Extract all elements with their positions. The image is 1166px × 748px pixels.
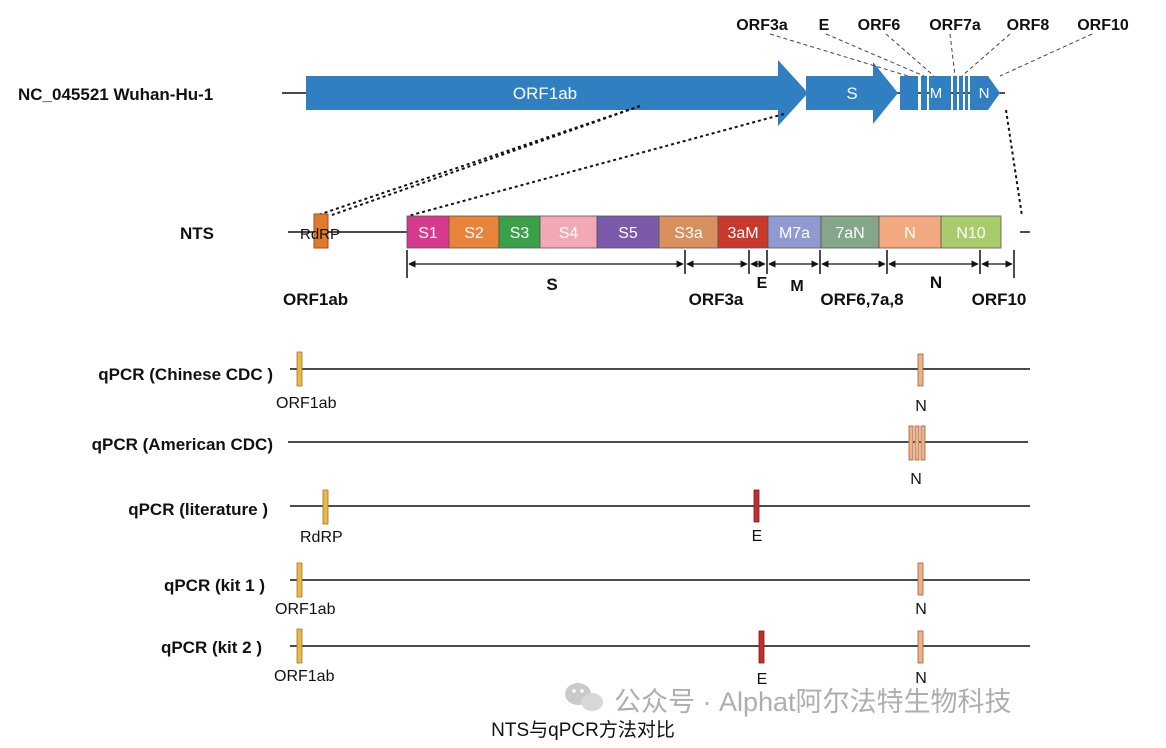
qpcr-label-american-cdc: qPCR (American CDC): [92, 435, 273, 454]
nts-segment-label-3am: 3aM: [727, 225, 758, 242]
orf8-block: [965, 76, 968, 110]
region-label-orf10: ORF10: [972, 290, 1027, 309]
rdrp-label: RdRP: [300, 226, 340, 243]
probe-orf1ab: [296, 628, 303, 664]
region-label-n: N: [930, 273, 942, 292]
probe-n3: [920, 425, 926, 461]
e-block: [921, 76, 927, 110]
nts-segment-label-s1: S1: [418, 225, 438, 242]
probe-e: [758, 630, 765, 664]
target-label-orf1ab: ORF1ab: [274, 668, 335, 685]
probe-n: [917, 630, 924, 664]
orf3a-block: [900, 76, 918, 110]
probe-rdrp: [322, 489, 329, 525]
nts-segment-label-7an: 7aN: [835, 225, 864, 242]
nts-regions: [406, 250, 1015, 278]
top-label-e: E: [819, 17, 830, 34]
nts-segment-n10: [940, 215, 1002, 249]
figure-caption: NTS与qPCR方法对比: [491, 719, 675, 741]
target-label-orf1ab: ORF1ab: [275, 601, 336, 618]
top-label-orf7a: ORF7a: [929, 17, 981, 34]
genome-label: NC_045521 Wuhan-Hu-1: [18, 85, 213, 104]
target-label-e: E: [757, 671, 768, 688]
probe-e: [753, 489, 760, 523]
probe-orf1ab: [296, 562, 303, 598]
wechat-icon: [565, 683, 603, 711]
top-label-orf8: ORF8: [1007, 17, 1050, 34]
probe-n1: [908, 425, 914, 461]
nts-segment-label-n10: N10: [956, 225, 985, 242]
qpcr-label-chinese-cdc: qPCR (Chinese CDC ): [98, 365, 273, 384]
orf1ab-arrow-label: ORF1ab: [513, 84, 577, 103]
nts-segments: S1 S2 S3 S4 S5 S3a 3aM M7a 7aN N N10: [406, 215, 1002, 249]
target-label-orf1ab: ORF1ab: [276, 395, 337, 412]
qpcr-label-kit1: qPCR (kit 1 ): [164, 576, 265, 595]
s-arrow-label: S: [846, 84, 857, 103]
probe-n: [917, 562, 924, 596]
nts-label: NTS: [180, 224, 214, 243]
target-label-n: N: [915, 601, 927, 618]
n-arrow-label: N: [979, 85, 990, 102]
nts-segment-label-s3: S3: [510, 225, 530, 242]
watermark-text: 公众号 · Alphat阿尔法特生物科技: [614, 687, 1012, 717]
orf7a-block: [959, 76, 963, 110]
region-label-orf3a: ORF3a: [689, 290, 744, 309]
region-label-s: S: [546, 275, 557, 294]
n-arrow: [970, 76, 1000, 110]
nts-segment-s4: [539, 215, 598, 249]
region-label-orf678: ORF6,7a,8: [820, 290, 903, 309]
target-label-n: N: [915, 398, 927, 415]
region-label-e: E: [757, 275, 768, 292]
rdrp-box: [313, 213, 329, 249]
nts-segment-label-s2: S2: [464, 225, 484, 242]
target-label-rdrp: RdRP: [300, 529, 343, 546]
probe-n: [917, 353, 924, 387]
probe-orf1ab: [296, 351, 303, 387]
top-label-orf10: ORF10: [1077, 17, 1129, 34]
nts-segment-label-s5: S5: [618, 225, 638, 242]
target-label-e: E: [752, 528, 763, 545]
top-label-leaders: [769, 33, 1093, 77]
nts-segment-label-s4: S4: [559, 225, 579, 242]
m-block-label: M: [930, 85, 943, 102]
nts-segment-s5: [596, 215, 660, 249]
target-label-n: N: [910, 471, 922, 488]
orf6-block: [953, 76, 957, 110]
qpcr-label-kit2: qPCR (kit 2 ): [161, 638, 262, 657]
region-label-m: M: [790, 278, 803, 295]
nts-orf1ab-label: ORF1ab: [283, 290, 348, 309]
nts-segment-s3a: [658, 215, 719, 249]
nts-segment-n: [878, 215, 942, 249]
s-arrow: [806, 62, 898, 124]
nts-segment-7an: [820, 215, 880, 249]
zoom-lines: [317, 105, 1023, 217]
nts-segment-3am: [717, 215, 769, 249]
orf1ab-arrow: [306, 60, 808, 126]
nts-segment-label-n: N: [904, 225, 916, 242]
probe-n2: [914, 425, 920, 461]
nts-segment-s2: [448, 215, 500, 249]
top-label-orf3a: ORF3a: [736, 17, 788, 34]
qpcr-label-literature: qPCR (literature ): [128, 500, 268, 519]
top-label-orf6: ORF6: [858, 17, 901, 34]
nts-segment-label-s3a: S3a: [674, 225, 703, 242]
nts-segment-m7a: [767, 215, 822, 249]
m-block: [929, 76, 951, 110]
nts-segment-label-m7a: M7a: [779, 225, 810, 242]
nts-segment-s3: [498, 215, 541, 249]
target-label-n: N: [915, 670, 927, 687]
